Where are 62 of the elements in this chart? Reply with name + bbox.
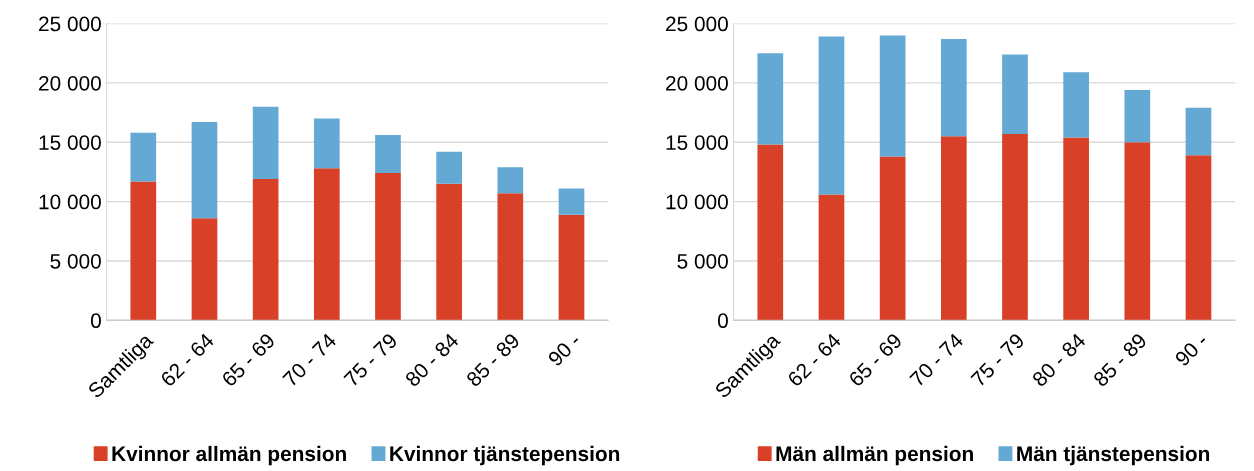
x-tick-label: 75 - 79 xyxy=(970,332,1026,388)
bar xyxy=(130,181,157,321)
bar xyxy=(1063,72,1089,138)
bar xyxy=(940,38,967,137)
bar xyxy=(375,173,401,321)
bar xyxy=(1124,90,1151,143)
y-tick-label: 5 000 xyxy=(50,253,101,269)
y-tick-label: 0 xyxy=(717,313,728,329)
bar xyxy=(1185,107,1212,156)
bar xyxy=(818,194,845,321)
bar xyxy=(1002,133,1028,321)
bar xyxy=(940,136,967,321)
y-tick-label: 15 000 xyxy=(666,135,728,150)
bar xyxy=(191,122,218,219)
y-tick-label: 5 000 xyxy=(677,253,728,269)
bar xyxy=(436,151,462,184)
x-tick-label: 80 - 84 xyxy=(1031,332,1087,388)
y-tick-label: 0 xyxy=(90,313,101,329)
bar xyxy=(191,218,218,321)
y-tick-label: 20 000 xyxy=(39,75,101,91)
legend-label: Kvinnor tjänstepension xyxy=(390,445,620,466)
y-tick-label: 25 000 xyxy=(666,16,728,32)
y-tick-label: 15 000 xyxy=(39,135,101,150)
x-tick-label: 85 - 89 xyxy=(465,332,521,388)
bar xyxy=(313,168,340,321)
x-tick-label: 75 - 79 xyxy=(343,332,399,388)
bar xyxy=(757,53,784,145)
bar xyxy=(1063,137,1089,321)
x-tick-label: 90 - xyxy=(1174,332,1209,367)
y-tick-label: 25 000 xyxy=(39,16,101,32)
legend-label: Män tjänstepension xyxy=(1017,445,1210,466)
bar xyxy=(558,214,585,321)
bar xyxy=(1124,142,1151,321)
bar xyxy=(879,35,906,157)
y-tick-label: 10 000 xyxy=(666,194,728,210)
bar xyxy=(436,183,462,321)
x-tick-label: 80 - 84 xyxy=(404,332,460,388)
bar xyxy=(252,106,279,180)
bar xyxy=(497,193,524,321)
bar xyxy=(1185,155,1212,321)
bar xyxy=(1002,54,1028,134)
x-tick-label: 70 - 74 xyxy=(909,332,965,388)
bar xyxy=(375,135,401,174)
bar xyxy=(818,36,845,195)
y-tick-label: 10 000 xyxy=(39,194,101,210)
x-tick-label: 65 - 69 xyxy=(220,332,276,388)
x-tick-label: 65 - 69 xyxy=(847,332,903,388)
bar xyxy=(252,179,279,321)
bar xyxy=(313,118,340,169)
legend-label: Kvinnor allmän pension xyxy=(112,445,346,466)
x-tick-label: 62 - 64 xyxy=(786,332,842,388)
x-tick-label: 90 - xyxy=(547,332,582,367)
bar xyxy=(130,132,157,182)
bar xyxy=(558,188,585,215)
x-tick-label: 62 - 64 xyxy=(159,332,215,388)
x-tick-label: 85 - 89 xyxy=(1092,332,1148,388)
y-tick-label: 20 000 xyxy=(666,75,728,91)
bar xyxy=(757,144,784,321)
bar xyxy=(497,167,524,194)
x-tick-label: 70 - 74 xyxy=(282,332,338,388)
bar xyxy=(879,156,906,321)
legend-label: Män allmän pension xyxy=(776,445,973,466)
